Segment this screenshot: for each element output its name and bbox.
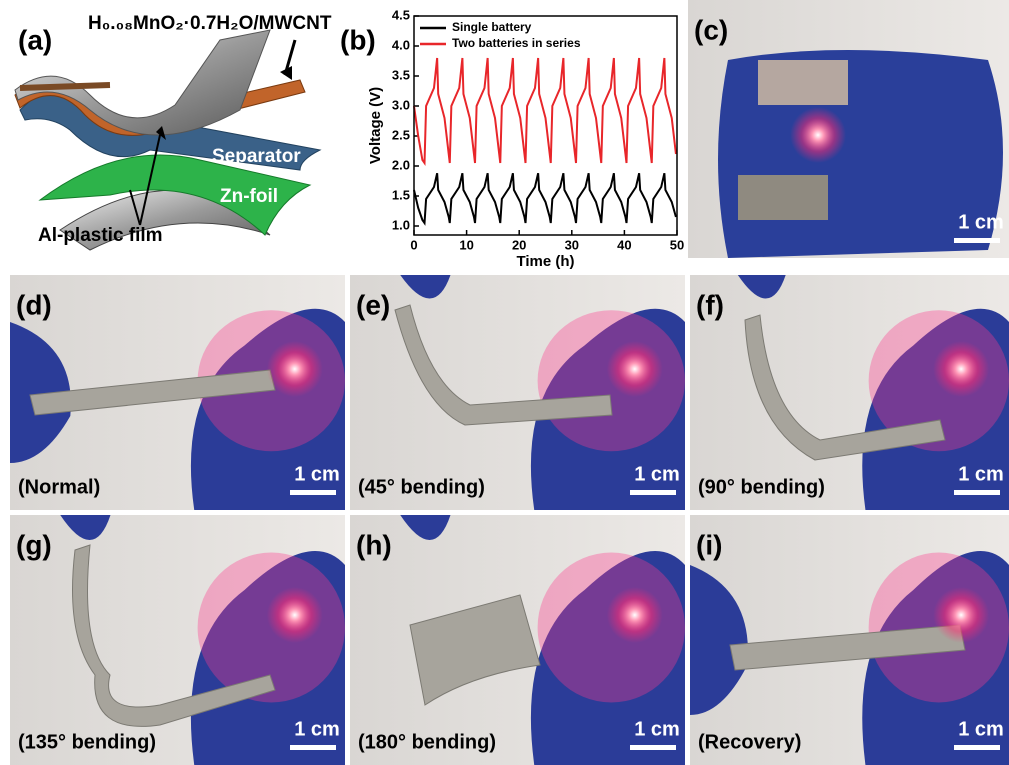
photo: (c) 1 cm (688, 0, 1009, 258)
y-tick-label: 1.0 (392, 217, 410, 232)
caption: (45° bending) (358, 476, 485, 498)
y-tick-label: 3.5 (392, 67, 410, 82)
x-axis-label: Time (h) (516, 253, 574, 270)
y-tick-label: 1.5 (392, 187, 410, 202)
led-glow (607, 341, 663, 397)
x-tick-label: 50 (670, 237, 684, 252)
layer-label: Al-plastic film (38, 225, 163, 246)
scale-bar-label: 1 cm (958, 211, 1004, 233)
photo: (d) (Normal) 1 cm (10, 275, 345, 510)
scale-bar-label: 1 cm (294, 718, 340, 740)
y-tick-label: 2.0 (392, 157, 410, 172)
caption: (90° bending) (698, 476, 825, 498)
scale-bar-label: 1 cm (958, 718, 1004, 740)
panel-label: (h) (356, 529, 392, 560)
panel-label: (g) (16, 529, 52, 560)
x-tick-label: 20 (512, 237, 526, 252)
led-glow (933, 341, 989, 397)
y-tick-label: 2.5 (392, 127, 410, 142)
x-tick-label: 40 (617, 237, 631, 252)
photo: (h) (180° bending) 1 cm (350, 515, 685, 765)
scale-bar (630, 745, 676, 750)
scale-bar (954, 490, 1000, 495)
photo: (i) (Recovery) 1 cm (690, 515, 1009, 765)
caption: (180° bending) (358, 731, 496, 753)
scale-bar-label: 1 cm (634, 718, 680, 740)
panel-label: (i) (696, 529, 722, 560)
panel-label: (a) (18, 24, 52, 55)
scale-bar (290, 490, 336, 495)
y-tick-label: 4.5 (392, 7, 410, 22)
scale-bar (290, 745, 336, 750)
led-glow (933, 587, 989, 643)
scale-bar (954, 238, 1000, 243)
photo: (f) (90° bending) 1 cm (690, 275, 1009, 510)
x-tick-label: 0 (410, 237, 417, 252)
y-tick-label: 4.0 (392, 37, 410, 52)
scale-bar (954, 745, 1000, 750)
led-glow (607, 587, 663, 643)
battery-strip (738, 175, 828, 220)
y-axis-label: Voltage (V) (367, 87, 384, 164)
panel-label: (e) (356, 289, 390, 320)
led-glow (267, 587, 323, 643)
figure: (a) H₀.₀₈MnO₂·0.7H₂O/MWCNT Separator Zn-… (0, 0, 1009, 765)
legend-label: Single battery (452, 20, 532, 34)
photo: (g) (135° bending) 1 cm (10, 515, 345, 765)
battery-strip (758, 60, 848, 105)
caption: (135° bending) (18, 731, 156, 753)
led-glow (267, 341, 323, 397)
chart: 0 10 20 30 40 50 1.0 1.5 2.0 2.5 3.0 3.5 4.0 4.5 Time … (367, 7, 684, 270)
legend-label: Two batteries in series (452, 36, 581, 50)
x-tick-label: 30 (565, 237, 579, 252)
panel-label: (b) (340, 24, 376, 55)
scale-bar-label: 1 cm (958, 463, 1004, 485)
led-glow (790, 107, 846, 163)
panel-label: (d) (16, 289, 52, 320)
formula: H₀.₀₈MnO₂·0.7H₂O/MWCNT (88, 13, 332, 34)
series-line (414, 173, 676, 223)
layer-label: Separator (212, 146, 301, 167)
layer-label: Zn-foil (220, 186, 278, 207)
photo: (e) (45° bending) 1 cm (350, 275, 685, 510)
scale-bar-label: 1 cm (634, 463, 680, 485)
panel-label: (c) (694, 14, 728, 45)
scale-bar-label: 1 cm (294, 463, 340, 485)
caption: (Recovery) (698, 731, 801, 753)
y-tick-label: 3.0 (392, 97, 410, 112)
series-line (414, 58, 676, 163)
panel-label: (f) (696, 289, 724, 320)
x-tick-label: 10 (459, 237, 473, 252)
caption: (Normal) (18, 476, 100, 498)
scale-bar (630, 490, 676, 495)
battery-illustration (15, 30, 320, 250)
